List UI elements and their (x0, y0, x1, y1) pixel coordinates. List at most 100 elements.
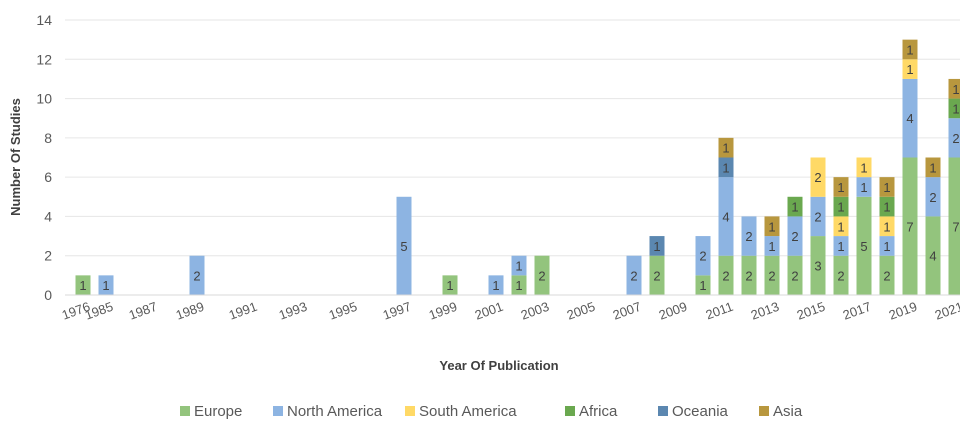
bar-segment-north-america (833, 236, 849, 256)
data-label: 4 (906, 111, 913, 126)
bar-segment-asia (902, 39, 918, 60)
data-label: 2 (837, 268, 844, 283)
data-label: 1 (492, 278, 499, 293)
data-label: 1 (699, 278, 706, 293)
bar-segment-north-america (787, 216, 803, 256)
bar-segment-north-america (718, 177, 734, 256)
data-label: 1 (883, 219, 890, 234)
y-tick-label: 10 (36, 91, 52, 107)
data-label: 1 (860, 160, 867, 175)
bar-segment-south-america (833, 216, 849, 237)
data-label: 1 (837, 219, 844, 234)
y-axis-ticks: 0 2 4 6 8 10 12 14 (36, 12, 52, 303)
x-tick-label: 2015 (795, 299, 827, 323)
bar-segment-north-america (856, 177, 872, 197)
bar-segment-asia (879, 177, 895, 197)
bar-segment-north-america (511, 255, 527, 276)
data-label: 2 (814, 170, 821, 185)
data-label: 1 (768, 219, 775, 234)
bar-segment-north-america (925, 177, 941, 217)
x-tick-label: 2007 (611, 299, 643, 323)
data-label: 5 (860, 239, 867, 254)
bars: 1 1 2 5 1 1 1 1 2 2 2 1 1 2 2 4 1 1 2 2 2 1 1 2 2 1 3 2 2 2 1 1 1 1 5 1 1 2 1 1… (75, 39, 960, 295)
data-label: 1 (837, 239, 844, 254)
data-label: 2 (768, 268, 775, 283)
data-label: 2 (883, 268, 890, 283)
data-label: 1 (906, 62, 913, 77)
x-tick-label: 2009 (657, 299, 689, 323)
data-label: 1 (906, 42, 913, 57)
legend-label: Europe (194, 403, 242, 420)
bar-segment-north-america (396, 196, 412, 295)
bar-segment-europe (695, 275, 711, 295)
bar-segment-north-america (98, 275, 114, 295)
x-tick-label: 2003 (519, 299, 551, 323)
bar-segment-oceania (718, 157, 734, 178)
data-label: 2 (538, 268, 545, 283)
bar-segment-asia (718, 137, 734, 158)
data-label: 7 (952, 219, 959, 234)
legend-swatch (565, 406, 575, 416)
gridlines (65, 19, 960, 257)
x-tick-label: 2017 (841, 299, 873, 323)
data-label: 1 (837, 180, 844, 195)
data-label: 1 (79, 278, 86, 293)
y-tick-label: 0 (44, 287, 52, 303)
data-label: 1 (883, 239, 890, 254)
bar-segment-europe (718, 255, 734, 295)
bar-segment-africa (833, 196, 849, 217)
x-tick-label: 2001 (473, 299, 505, 323)
legend-swatch (658, 406, 668, 416)
y-tick-label: 14 (36, 12, 52, 28)
data-label: 1 (515, 278, 522, 293)
data-label: 1 (722, 141, 729, 156)
legend: Europe North America South America Africa Oc… (180, 403, 803, 420)
data-label: 1 (768, 239, 775, 254)
data-label: 7 (906, 219, 913, 234)
data-label: 1 (515, 259, 522, 274)
legend-swatch (273, 406, 283, 416)
data-label: 1 (102, 278, 109, 293)
x-tick-label: 2013 (749, 299, 781, 323)
bar-segment-north-america (764, 236, 780, 256)
bar-segment-europe (902, 157, 918, 295)
x-tick-label: 1997 (381, 299, 413, 323)
legend-label: Asia (773, 403, 803, 420)
data-label: 4 (722, 209, 729, 224)
bar-segment-africa (948, 98, 960, 119)
bar-segment-asia (764, 216, 780, 237)
legend-label: North America (287, 403, 383, 420)
bar-segment-south-america (856, 157, 872, 178)
bar-segment-europe (741, 255, 757, 295)
bar-segment-asia (948, 78, 960, 99)
x-tick-label: 2021 (933, 299, 960, 323)
data-label: 1 (722, 160, 729, 175)
bar-segment-europe (75, 275, 91, 295)
data-label: 1 (653, 239, 660, 254)
bar-segment-south-america (879, 216, 895, 237)
data-label: 1 (952, 82, 959, 97)
data-label: 1 (929, 160, 936, 175)
legend-swatch (405, 406, 415, 416)
legend-swatch (759, 406, 769, 416)
data-label: 1 (883, 180, 890, 195)
y-tick-label: 12 (36, 51, 52, 67)
data-label: 1 (446, 278, 453, 293)
data-label: 2 (630, 268, 637, 283)
bar-segment-south-america (902, 59, 918, 79)
bar-segment-europe (787, 255, 803, 295)
x-tick-label: 2019 (887, 299, 919, 323)
data-label: 5 (400, 239, 407, 254)
bar-segment-europe (833, 255, 849, 295)
bar-segment-north-america (879, 236, 895, 256)
bar-segment-africa (879, 196, 895, 217)
data-label: 4 (929, 249, 936, 264)
bar-segment-north-america (695, 236, 711, 276)
bar-segment-europe (925, 216, 941, 295)
bar-segment-north-america (626, 255, 642, 295)
y-tick-label: 4 (44, 208, 52, 224)
data-label: 2 (814, 209, 821, 224)
bar-segment-north-america (741, 216, 757, 256)
data-label: 1 (837, 200, 844, 215)
bar-segment-north-america (189, 255, 205, 295)
